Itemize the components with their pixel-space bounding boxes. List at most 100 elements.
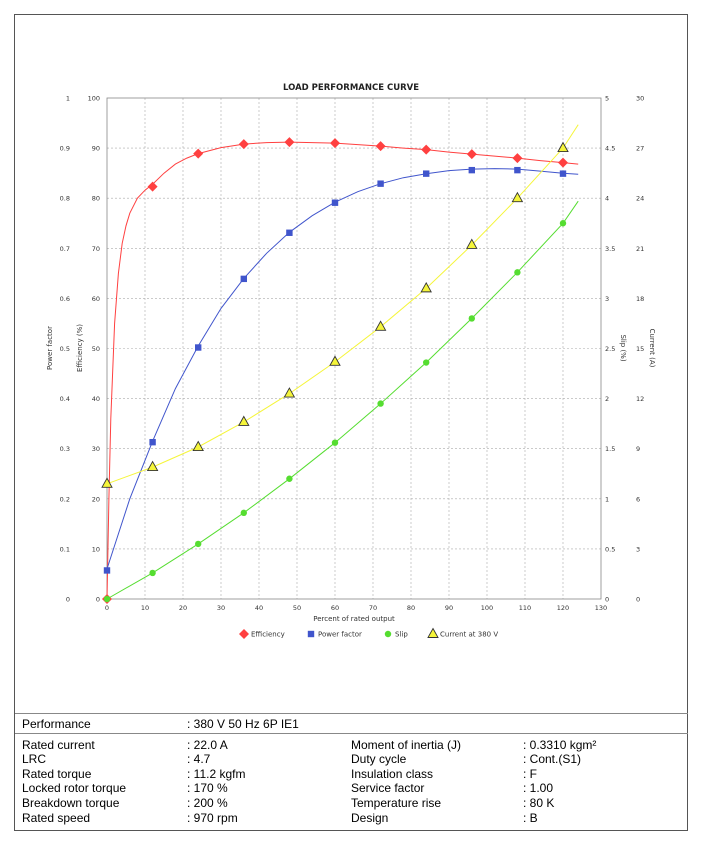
x-tick-label: 130 [595,604,607,612]
power-factor-axis-label: Power factor [46,326,54,370]
legend-label: Slip [395,631,408,639]
performance-label: Performance [22,717,91,731]
power-factor-line [106,168,579,570]
efficiency-point [466,149,477,160]
x-tick-label: 20 [179,604,187,612]
efficiency-tick-label: 60 [92,295,100,303]
grid-lines [107,98,601,599]
slip-point [468,315,475,322]
spec-label: Moment of inertia (J) [351,738,462,752]
current-tick-label: 30 [636,95,644,103]
slip-line [106,200,579,600]
current-tick-label: 24 [636,195,644,203]
power-factor-point [514,166,521,174]
current-tick-label: 3 [636,545,640,553]
x-tick-label: 30 [217,604,225,612]
power-factor-point [149,438,156,446]
spec-value: : 970 rpm [187,811,238,825]
slip-tick-label: 1 [605,495,609,503]
current-at-380-v-point [238,415,250,426]
slip-tick-label: 3.5 [605,245,615,253]
efficiency-point [512,153,523,164]
slip-tick-label: 4 [605,195,609,203]
current-tick-label: 0 [636,596,640,604]
spec-label: Rated torque [22,767,92,781]
x-tick-label: 50 [293,604,301,612]
legend: Efficiency Power factor Slip Current at 380… [239,627,498,639]
spec-value: : 80 K [523,796,555,810]
efficiency-tick-label: 80 [92,195,100,203]
performance-row: Performance : 380 V 50 Hz 6P IE1 [15,713,688,734]
series-power-factor [103,166,579,574]
efficiency-tick-label: 70 [92,245,100,253]
slip-point [103,595,111,603]
legend-swatch [384,630,392,638]
efficiency-tick-label: 20 [92,495,100,503]
efficiency-tick-label: 10 [92,545,100,553]
slip-point [514,269,521,276]
chart-title: LOAD PERFORMANCE CURVE [283,83,419,93]
current-at-380-v-point [192,440,204,451]
slip-tick-label: 4.5 [605,145,615,153]
slip-tick-label: 2.5 [605,345,615,353]
series-current-at-380-v [101,124,579,488]
efficiency-tick-label: 40 [92,395,100,403]
spec-table: Performance : 380 V 50 Hz 6P IE1 Rated c… [15,713,688,833]
slip-point [331,439,339,446]
spec-label: Temperature rise [351,796,442,810]
spec-label: LRC [22,752,47,766]
power-factor-tick-label: 0.1 [60,545,70,553]
x-tick-label: 10 [141,604,149,612]
current-at-380-v-point [283,387,296,398]
legend-item-slip: Slip [384,630,408,639]
current-axis-label: Current (A) [648,329,656,368]
slip-tick-label: 5 [605,95,609,103]
efficiency-tick-label: 100 [88,95,100,103]
series-efficiency [102,137,579,604]
current-at-380-v-point [101,477,113,488]
current-at-380-v-point [511,191,524,203]
efficiency-tick-label: 50 [92,345,100,353]
legend-label: Current at 380 V [440,631,498,639]
current-tick-label: 6 [636,495,640,503]
efficiency-tick-label: 30 [92,445,100,453]
right-axes-ticks: 0 0.5 1 1.5 2 2.5 3 3.5 4 4.5 5 0 3 6 9 12 15 18 21 24 27 30 [605,95,644,604]
current-at-380-v-point [557,141,569,153]
performance-value: : 380 V 50 Hz 6P IE1 [187,717,299,731]
spec-value: : Cont.(S1) [523,752,582,766]
x-tick-label: 40 [255,604,263,612]
x-tick-label: 110 [519,604,531,612]
x-tick-label: 100 [481,604,493,612]
legend-item-power-factor: Power factor [307,631,362,639]
efficiency-point [147,181,158,192]
power-factor-point [286,229,293,236]
current-tick-label: 27 [636,145,644,153]
power-factor-tick-label: 0.7 [60,245,70,253]
power-factor-point [559,170,567,177]
left-axes-ticks: 00.10.20.30.40.50.60.70.80.9101020304050… [60,95,100,604]
spec-grid: Rated current : 22.0 A Moment of inertia… [15,734,688,833]
efficiency-point [238,139,249,150]
slip-point [423,359,430,366]
current-tick-label: 15 [636,345,644,353]
legend-item-current-at-380-v: Current at 380 V [427,627,498,639]
spec-value: : 200 % [187,796,228,810]
spec-label: Rated speed [22,811,91,825]
plot-area [106,97,602,600]
slip-tick-label: 3 [605,295,609,303]
slip-point [195,540,202,548]
x-axis-ticks: 0 10 20 30 40 50 60 70 80 90 100 110 120 130 [105,604,607,612]
spec-label: Breakdown torque [22,796,120,810]
spec-label: Insulation class [351,767,434,781]
x-tick-label: 120 [557,604,569,612]
series-slip [103,200,579,603]
report-frame [14,14,688,831]
power-factor-tick-label: 1 [66,95,70,103]
spec-label: Rated current [22,738,95,752]
x-tick-label: 80 [407,604,415,612]
power-factor-tick-label: 0.4 [60,395,70,403]
slip-tick-label: 0.5 [605,545,615,553]
x-axis-label: Percent of rated output [313,615,395,623]
power-factor-point [423,170,430,177]
